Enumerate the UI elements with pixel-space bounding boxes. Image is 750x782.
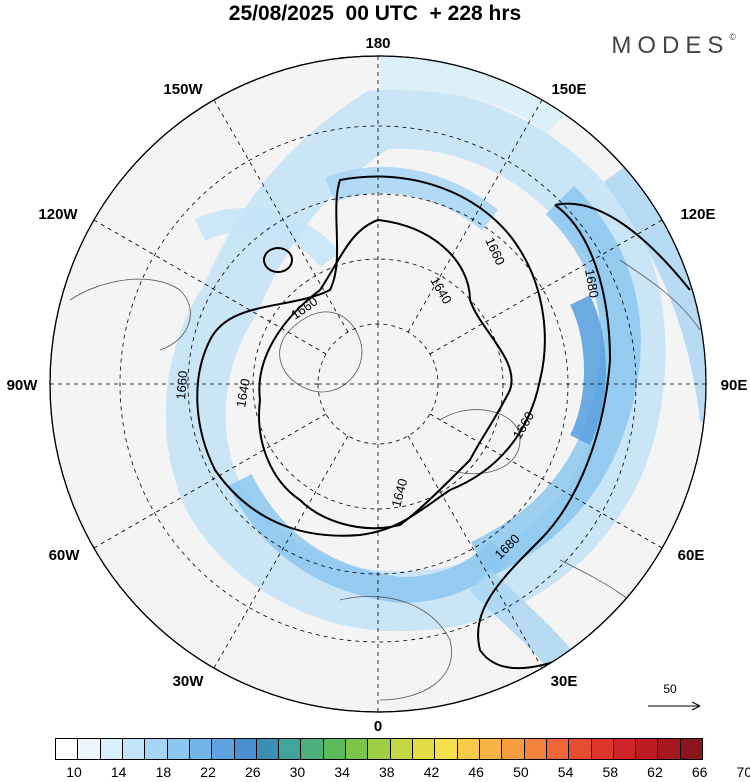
colorbar-swatch [502,739,525,759]
colorbar-swatch [301,739,324,759]
lon-label-150e: 150E [551,81,586,98]
lon-label-90w: 90W [7,377,39,394]
colorbar-swatch [591,739,614,759]
colorbar-tick-label: 38 [379,764,395,780]
contour-label-1660-west: 1660 [173,370,190,400]
colorbar-swatch [613,739,637,759]
wind-shading: 1640 1640 1640 1660 1660 1660 1660 1680 … [50,56,706,712]
colorbar-tick-label: 34 [334,764,350,780]
colorbar-swatch [212,739,235,759]
colorbar-tick-label: 66 [691,764,708,780]
colorbar-swatch [256,739,280,759]
lon-label-60e: 60E [678,547,705,564]
meridian-line [212,98,349,333]
colorbar-swatch [569,739,592,759]
meridian-line [407,98,544,333]
colorbar-tick-label: 18 [155,764,172,780]
contour-1680-north [554,202,691,291]
colorbar-swatch [167,739,190,759]
colorbar-tick-label: 14 [110,764,127,780]
meridian-line [92,413,327,550]
vector-reference-label: 50 [663,682,677,696]
colorbar-swatch [413,739,436,759]
colorbar-tick-label: 58 [602,764,619,780]
colorbar-tick-label: 30 [289,764,306,780]
map-title: 25/08/2025 00 UTC + 228 hrs [228,2,522,25]
contour-1660 [196,175,546,537]
colorbar-swatch [56,739,79,759]
colorbar-labels: 10 14 18 22 26 30 34 38 42 46 50 54 58 62 66 70 [55,764,750,780]
colorbar-swatch [368,739,391,759]
contour-1640 [258,218,513,530]
colorbar-swatch [189,739,213,759]
lon-label-180: 180 [365,35,390,52]
colorbar-swatch [323,739,347,759]
colorbar-tick-label: 42 [423,764,440,780]
colorbar-swatch [279,739,302,759]
colorbar-swatch [100,739,123,759]
colorbar-tick-label: 50 [513,764,529,780]
contour-label-1640-west: 1640 [233,377,253,408]
brand-name: MODES [611,32,730,59]
contour-label-1680: 1680 [582,268,602,299]
colorbar-swatch [145,739,168,759]
meridian-line [212,435,349,670]
contour-1680 [477,204,612,670]
colorbar-tick-label: 10 [66,764,82,780]
contour-label-1640-south: 1640 [388,477,410,509]
brand-logo: MODES© [611,32,736,60]
vector-reference: 50 [640,682,710,696]
colorbar-swatch [479,739,503,759]
closed-contour [263,247,293,273]
colorbar-swatch [524,739,547,759]
lon-label-30w: 30W [173,673,205,690]
lon-label-150w: 150W [163,81,203,98]
colorbar-swatch [435,739,458,759]
vector-reference-arrow [648,701,701,711]
colorbar-tick-label: 62 [647,764,663,780]
lon-label-120e: 120E [680,206,715,223]
colorbar-swatch [636,739,659,759]
lon-label-30e: 30E [551,673,578,690]
colorbar-swatch [680,739,703,759]
meridian-line [407,435,544,670]
lon-label-0: 0 [374,718,382,735]
meridian-line [92,218,327,355]
colorbar [55,738,703,760]
colorbar-swatch [546,739,570,759]
colorbar-swatch [658,739,681,759]
colorbar-tick-label: 54 [557,764,574,780]
colorbar-tick-label: 22 [200,764,216,780]
colorbar-swatch [122,739,146,759]
meridian-line [429,413,664,550]
colorbar-swatch [457,739,480,759]
meridian-line [429,218,664,355]
colorbar-swatch [390,739,413,759]
lon-label-120w: 120W [38,206,78,223]
colorbar-swatch [346,739,369,759]
colorbar-tick-label: 26 [244,764,261,780]
colorbar-swatch [78,739,101,759]
colorbar-swatch [234,739,257,759]
lon-label-60w: 60W [49,547,81,564]
lon-label-90e: 90E [721,377,748,394]
colorbar-tick-label: 46 [468,764,484,780]
copyright-mark: © [729,32,736,42]
colorbar-tick-label: 70 [736,764,750,780]
